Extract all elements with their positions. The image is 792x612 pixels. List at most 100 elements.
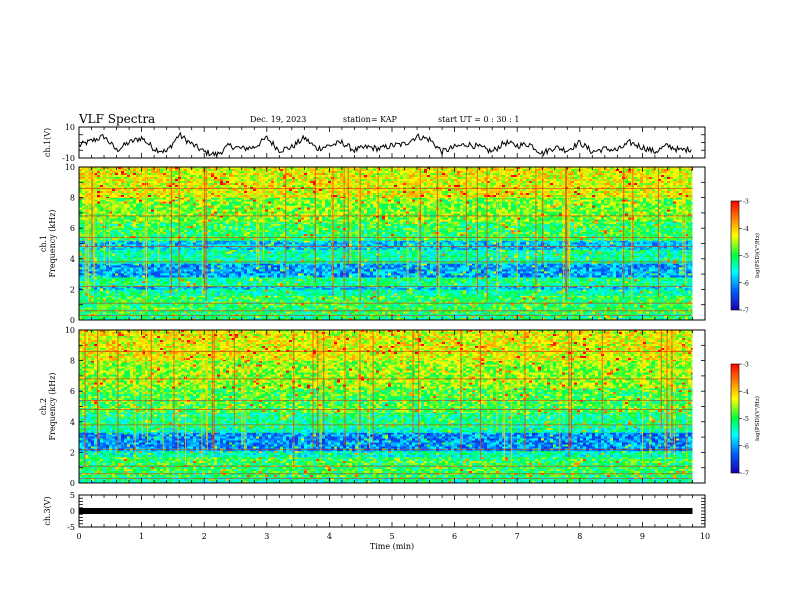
- spectrogram-cell: [136, 300, 139, 302]
- spectrogram-cell: [610, 296, 613, 298]
- spectrogram-cell: [400, 298, 403, 300]
- spectrogram-cell: [229, 296, 232, 298]
- spectrogram-cell: [163, 298, 166, 300]
- spectrogram-cell: [460, 296, 463, 298]
- spectrogram-cell: [304, 296, 307, 298]
- spectrogram-cell: [316, 298, 319, 300]
- spectrogram-cell: [574, 298, 577, 300]
- spectrogram-cell: [658, 298, 661, 300]
- spectrogram-cell: [358, 298, 361, 300]
- spectrogram-cell: [505, 296, 508, 298]
- spectrogram-cell: [280, 298, 283, 300]
- spectrogram-cell: [544, 296, 547, 298]
- spectrogram-cell: [415, 296, 418, 298]
- spectrogram-cell: [172, 316, 175, 318]
- spectrogram-cell: [472, 316, 475, 318]
- spectrogram-cell: [679, 316, 682, 318]
- spectrogram-cell: [214, 296, 217, 298]
- spectrogram-cell: [643, 298, 646, 300]
- spectrogram-cell: [151, 300, 154, 302]
- spectrogram-cell: [481, 316, 484, 318]
- spectrogram-cell: [388, 296, 391, 298]
- spectrogram-cell: [175, 296, 178, 298]
- spectrogram-cell: [499, 296, 502, 298]
- spectrogram-cell: [436, 298, 439, 300]
- spectrogram-cell: [439, 298, 442, 300]
- spectrogram-cell: [337, 296, 340, 298]
- spectrogram-cell: [100, 298, 103, 300]
- spectrogram-cell: [310, 296, 313, 298]
- spectrogram-cell: [181, 296, 184, 298]
- spectrogram-cell: [409, 316, 412, 318]
- spectrogram-cell: [346, 316, 349, 318]
- spectrogram-cell: [637, 298, 640, 300]
- spectrogram-cell: [289, 296, 292, 298]
- spectrogram-cell: [397, 296, 400, 298]
- spectrogram-cell: [535, 316, 538, 318]
- spectrogram-cell: [649, 296, 652, 298]
- spectrogram-cell: [598, 298, 601, 300]
- spectrogram-cell: [352, 298, 355, 300]
- spectrogram-cell: [100, 300, 103, 302]
- spectrogram-cell: [169, 298, 172, 300]
- spectrogram-cell: [163, 296, 166, 298]
- spectrogram-cell: [550, 316, 553, 318]
- spectrogram-cell: [535, 296, 538, 298]
- spectrogram-cell: [556, 298, 559, 300]
- spectrogram-cell: [490, 316, 493, 318]
- spectrogram-cell: [262, 298, 265, 300]
- spectrogram-cell: [532, 296, 535, 298]
- spectrogram-cell: [601, 316, 604, 318]
- spectrogram-cell: [502, 296, 505, 298]
- spectrogram-cell: [298, 296, 301, 298]
- spectrogram-cell: [349, 316, 352, 318]
- spectrogram-cell: [328, 298, 331, 300]
- spectrogram-cell: [268, 296, 271, 298]
- spectrogram-cell: [583, 298, 586, 300]
- spectrogram-cell: [220, 298, 223, 300]
- spectrogram-cell: [619, 296, 622, 298]
- spectrogram-cell: [292, 298, 295, 300]
- spectrogram-cell: [226, 298, 229, 300]
- spectrogram-cell: [430, 316, 433, 318]
- spectrogram-cell: [187, 298, 190, 300]
- spectrogram-cell: [544, 298, 547, 300]
- spectrogram-cell: [115, 300, 118, 302]
- spectrogram-cell: [211, 298, 214, 300]
- spectrogram-cell: [544, 316, 547, 318]
- ch1-ylabel: ch.1(V): [43, 128, 52, 157]
- spectrogram-cell: [664, 296, 667, 298]
- spectrogram-cell: [688, 298, 691, 300]
- spectrogram-cell: [478, 296, 481, 298]
- spectrogram-cell: [520, 316, 523, 318]
- spectrogram-cell: [118, 300, 121, 302]
- spectrogram-cell: [229, 298, 232, 300]
- spectrogram-cell: [325, 298, 328, 300]
- spectrogram-cell: [547, 298, 550, 300]
- spectrogram-cell: [520, 296, 523, 298]
- spectrogram-cell: [223, 298, 226, 300]
- spectrogram-cell: [346, 298, 349, 300]
- spectrogram-cell: [202, 298, 205, 300]
- spectrogram-cell: [682, 316, 685, 318]
- spectrogram-cell: [298, 316, 301, 318]
- spectrogram-cell: [325, 296, 328, 298]
- spectrogram-cell: [97, 298, 100, 300]
- spectrogram-cell: [301, 296, 304, 298]
- spectrogram-cell: [82, 316, 85, 318]
- spectrogram-cell: [112, 300, 115, 302]
- spectrogram-cell: [307, 296, 310, 298]
- spectrogram-cell: [478, 298, 481, 300]
- spectrogram-cell: [628, 298, 631, 300]
- spectrogram-cell: [661, 316, 664, 318]
- spectrogram-cell: [190, 296, 193, 298]
- spectrogram-cell: [220, 316, 223, 318]
- spectrogram-cell: [529, 298, 532, 300]
- spectrogram-cell: [142, 296, 145, 298]
- spectrogram-cell: [259, 296, 262, 298]
- spectrogram-cell: [124, 298, 127, 300]
- spectrogram-cell: [268, 298, 271, 300]
- spectrogram-cell: [406, 316, 409, 318]
- spectrogram-cell: [286, 296, 289, 298]
- spectrogram-cell: [649, 298, 652, 300]
